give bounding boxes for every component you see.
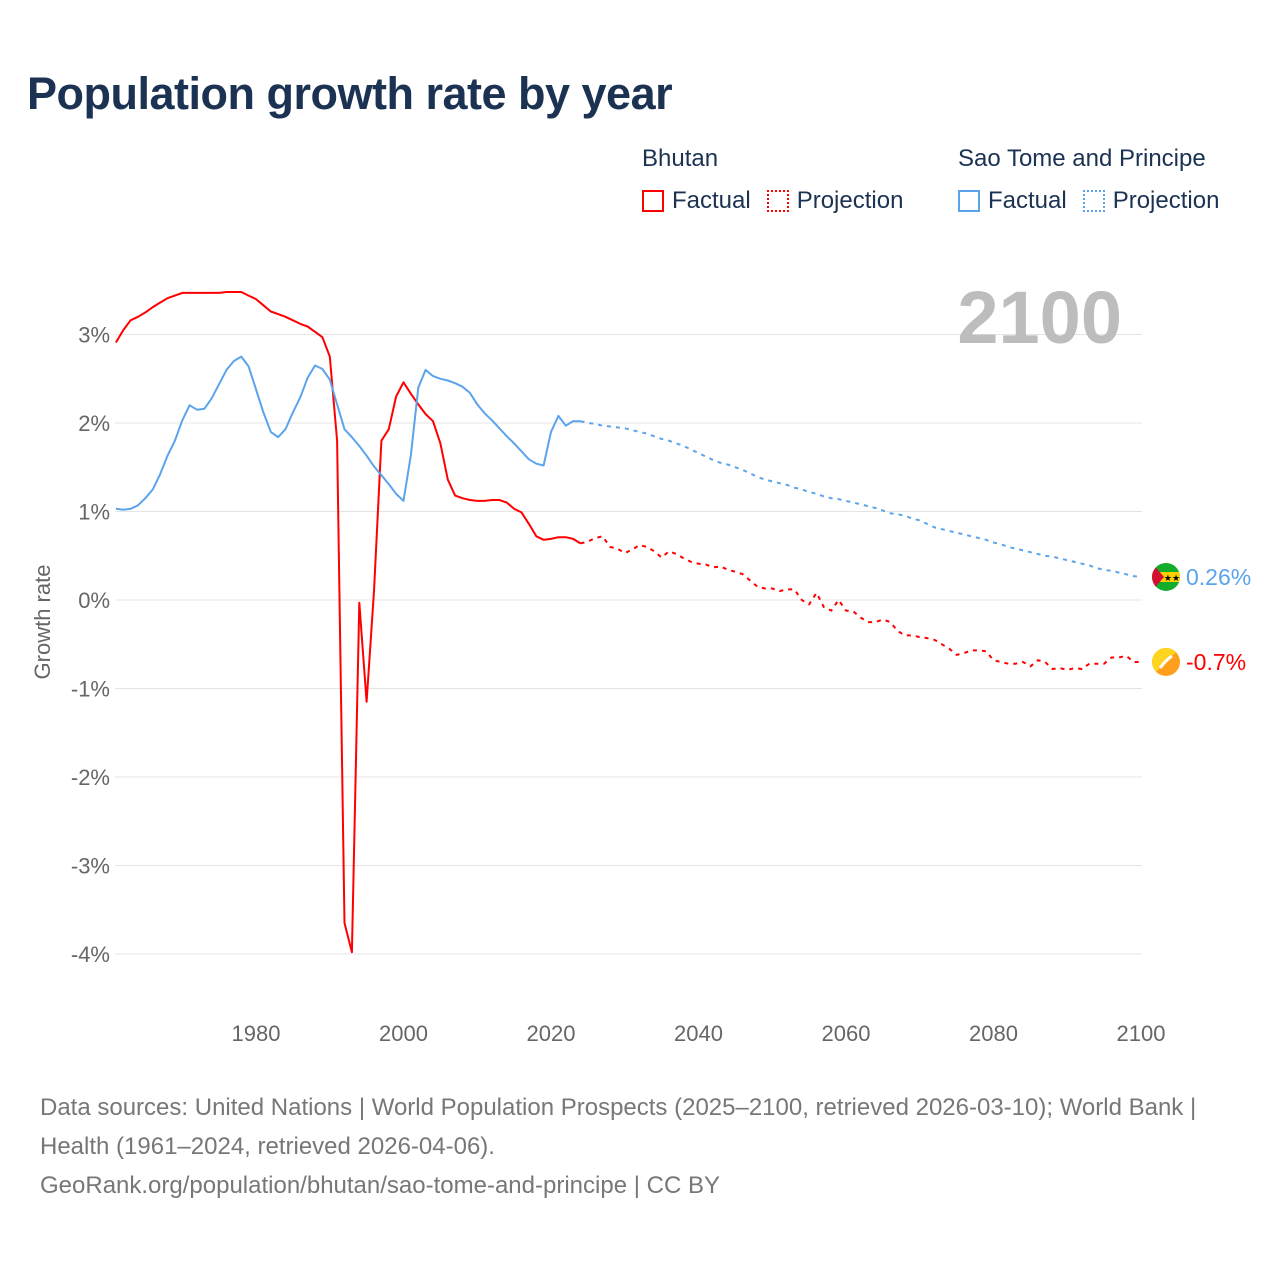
end-value-label: 0.26% [1186, 564, 1251, 590]
footer: Data sources: United Nations | World Pop… [40, 1088, 1240, 1205]
legend-label-projection[interactable]: Projection [1112, 187, 1220, 214]
flag-triangle [1152, 562, 1164, 591]
legend-swatch-projection[interactable] [766, 190, 789, 212]
y-tick-label: -3% [71, 854, 110, 879]
y-tick-label: 1% [78, 500, 110, 525]
flag-body [1152, 647, 1180, 676]
series-line-bhutan-projection [580, 535, 1141, 671]
legend-swatch-projection[interactable] [1082, 190, 1105, 212]
flag-stars: ★★ [1164, 573, 1180, 583]
y-axis-label: Growth rate [30, 565, 55, 680]
flag-body: ★★ [1152, 562, 1180, 591]
bhutan-flag-icon [1152, 647, 1180, 676]
flag-dragon [1158, 654, 1173, 669]
data-sources: Data sources: United Nations | World Pop… [40, 1094, 1197, 1160]
x-tick-label: 2040 [674, 1021, 723, 1046]
legend-label-factual[interactable]: Factual [988, 187, 1067, 214]
y-tick-label: -1% [71, 677, 110, 702]
x-tick-label: 2060 [822, 1021, 871, 1046]
y-tick-label: 2% [78, 411, 110, 436]
legend-swatch-factual[interactable] [958, 190, 980, 212]
series-line-sao-tome-factual [115, 355, 581, 511]
x-tick-label: 2020 [527, 1021, 576, 1046]
x-tick-label: 1980 [232, 1021, 281, 1046]
x-tick-label: 2000 [379, 1021, 428, 1046]
sao-tome-flag-icon: ★★ [1152, 562, 1180, 591]
legend-label-factual[interactable]: Factual [672, 187, 751, 214]
legend-country-name: Sao Tome and Principe [958, 145, 1206, 172]
y-tick-label: -4% [71, 942, 110, 967]
legend-group-bhutan: Bhutan Factual Projection [642, 145, 919, 215]
year-indicator: 2100 [957, 276, 1122, 359]
series-line-sao-tome-projection [580, 420, 1142, 578]
flag-yellow [1152, 571, 1180, 582]
source-link[interactable]: GeoRank.org/population/bhutan/sao-tome-a… [40, 1172, 720, 1199]
legend-country-name: Bhutan [642, 145, 719, 172]
series-line-bhutan-factual [115, 291, 582, 954]
legend-label-projection[interactable]: Projection [796, 187, 904, 214]
y-tick-label: 3% [78, 323, 110, 348]
x-tick-label: 2100 [1117, 1021, 1166, 1046]
y-tick-label: 0% [78, 588, 110, 613]
x-tick-label: 2080 [969, 1021, 1018, 1046]
y-tick-label: -2% [71, 765, 110, 790]
chart-title: Population growth rate by year [27, 68, 673, 119]
legend-swatch-factual[interactable] [642, 190, 664, 212]
end-value-label: -0.7% [1186, 649, 1246, 675]
legend-group-sao-tome: Sao Tome and Principe Factual Projection [958, 145, 1219, 215]
